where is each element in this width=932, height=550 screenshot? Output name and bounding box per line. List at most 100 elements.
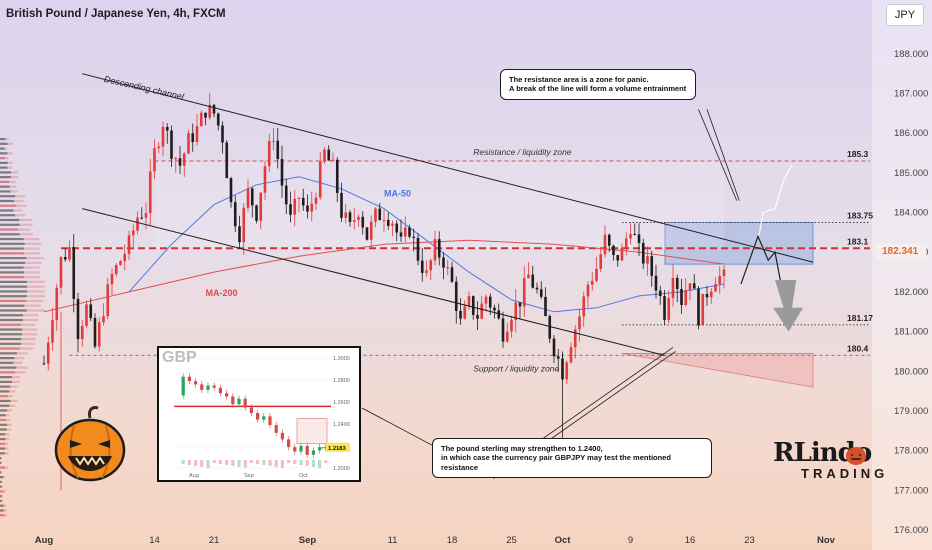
volume-profile-bar <box>16 205 27 207</box>
volume-profile-bar <box>1 457 2 459</box>
volume-profile-bar <box>0 319 23 321</box>
volume-profile-bar <box>17 352 28 354</box>
volume-profile-bar <box>12 381 20 383</box>
volume-profile-bar <box>0 495 2 497</box>
volume-profile-bar <box>0 443 5 445</box>
candle-body <box>102 316 105 322</box>
candle-body <box>51 320 54 343</box>
inset-volume-bar <box>225 460 228 465</box>
inset-volume-bar <box>237 460 240 467</box>
candle-body <box>217 113 220 125</box>
level-label: 183.1 <box>847 236 869 246</box>
candle-body <box>213 105 216 114</box>
volume-profile-bar <box>15 371 25 373</box>
inset-x-tick: Aug <box>189 473 199 479</box>
volume-profile-bar <box>0 271 24 273</box>
volume-profile-bar <box>14 200 23 202</box>
volume-profile-bar <box>27 295 45 297</box>
volume-profile-bar <box>7 424 12 426</box>
volume-profile-bar <box>10 186 17 188</box>
candle-body <box>676 278 679 289</box>
y-tick-label: 176.000 <box>894 525 928 536</box>
candle-body <box>106 284 109 316</box>
volume-profile-bar <box>11 190 18 192</box>
volume-profile-bar <box>26 257 44 259</box>
candle-body <box>455 282 458 311</box>
candle-body <box>434 239 437 260</box>
candle-body <box>625 238 628 247</box>
candle-body <box>149 172 152 214</box>
candle-body <box>366 227 369 239</box>
candle-body <box>472 296 475 315</box>
candle-body <box>689 283 692 290</box>
candle-body <box>400 233 403 237</box>
candle-body <box>476 315 479 319</box>
candle-body <box>723 270 726 276</box>
candle-body <box>157 147 160 149</box>
candle-body <box>327 150 330 161</box>
volume-profile-bar <box>14 209 23 211</box>
volume-profile-bar <box>21 324 35 326</box>
y-tick-label: 186.000 <box>894 128 928 139</box>
volume-profile-bar <box>0 176 11 178</box>
candle-body <box>81 326 84 339</box>
volume-profile-bar <box>0 205 16 207</box>
volume-profile-bar <box>19 219 32 221</box>
candle-body <box>221 125 224 142</box>
volume-profile-bar <box>2 486 3 488</box>
candle-body <box>183 154 186 166</box>
candle-body <box>408 228 411 237</box>
volume-profile-bar <box>18 228 30 230</box>
gbp-note-line2: in which case the currency pair GBPJPY m… <box>441 453 703 472</box>
candle-body <box>548 316 551 339</box>
candle-body <box>663 296 666 320</box>
volume-profile-bar <box>0 257 26 259</box>
candle-body <box>429 260 432 270</box>
volume-profile-bar <box>5 443 8 445</box>
candle-body <box>485 297 488 304</box>
candle-body <box>706 294 709 297</box>
inset-volume-bar <box>318 460 321 468</box>
candle-body <box>242 208 245 242</box>
candle-body <box>574 329 577 347</box>
inset-candle-body <box>250 408 253 414</box>
volume-profile-bar <box>0 471 1 473</box>
volume-profile-bar <box>16 367 27 369</box>
inset-volume-bar <box>188 460 191 465</box>
volume-profile-bar <box>0 286 27 288</box>
candle-body <box>502 318 505 341</box>
volume-profile-bar <box>1 462 2 464</box>
inset-title: GBP <box>162 349 197 367</box>
candle-body <box>446 267 449 268</box>
currency-selector[interactable]: JPY <box>886 4 924 26</box>
volume-profile-bar <box>0 247 24 249</box>
volume-profile-bar <box>0 138 5 140</box>
candle-body <box>179 158 182 166</box>
volume-profile-bar <box>0 371 15 373</box>
x-tick-label: Nov <box>817 535 836 546</box>
candle-body <box>612 246 615 255</box>
candle-body <box>442 257 445 267</box>
candle-body <box>587 285 590 297</box>
x-tick-label: 16 <box>685 535 696 546</box>
level-label: 185.3 <box>847 149 869 159</box>
candle-body <box>370 222 373 240</box>
volume-profile-bar <box>24 271 40 273</box>
volume-profile-bar <box>8 143 13 145</box>
volume-profile-bar <box>0 209 14 211</box>
volume-profile-bar <box>0 424 7 426</box>
inset-candle-body <box>225 393 228 396</box>
x-tick-label: Aug <box>35 535 54 546</box>
volume-profile-bar <box>0 395 8 397</box>
candle-body <box>174 158 177 159</box>
candle-body <box>684 290 687 305</box>
volume-profile-bar <box>21 338 35 340</box>
volume-profile-bar <box>11 171 18 173</box>
volume-profile-bar <box>0 228 18 230</box>
volume-profile-bar <box>0 157 5 159</box>
volume-profile-bar <box>0 195 15 197</box>
inset-volume-bar <box>200 460 203 467</box>
candle-body <box>166 127 169 131</box>
volume-profile-bar <box>24 276 40 278</box>
volume-profile-bar <box>0 162 8 164</box>
